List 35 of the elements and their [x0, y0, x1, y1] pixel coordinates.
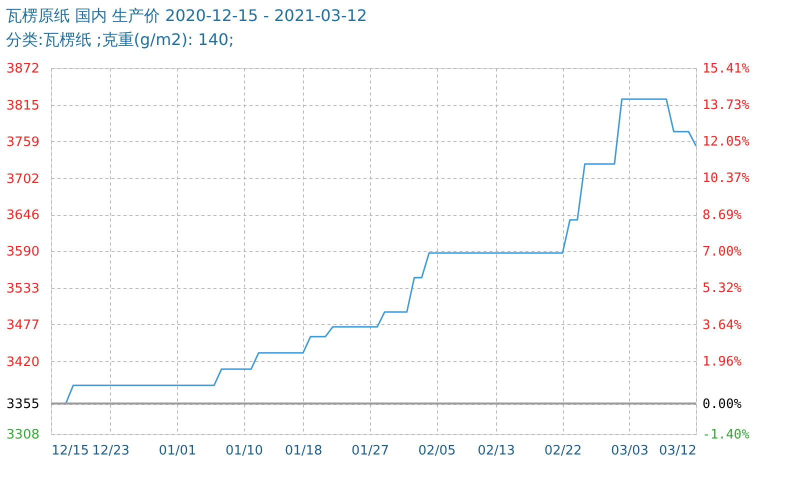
x-tick-label: 12/23 [92, 444, 130, 458]
x-tick-label: 01/27 [352, 444, 390, 458]
y-tick-label: 3872 [6, 62, 40, 76]
x-tick-label: 03/03 [611, 444, 649, 458]
y2-tick-label: 10.37% [702, 171, 750, 186]
x-tick-label: 02/22 [544, 444, 582, 458]
y-tick-label: 3702 [6, 172, 40, 187]
y2-tick-label: 5.32% [702, 281, 742, 296]
x-tick-label: 01/10 [226, 444, 263, 458]
y2-tick-label: 8.69% [702, 208, 742, 223]
chart-subtitle: 分类:瓦楞纸 ;克重(g/m2): 140; [6, 30, 234, 49]
y-tick-label: 3533 [6, 281, 40, 296]
y-tick-label: 3355 [6, 397, 40, 412]
y2-tick-label: 15.41% [702, 62, 750, 76]
y2-tick-label: 0.00% [702, 397, 742, 412]
x-tick-label: 03/12 [659, 444, 696, 458]
y-tick-label: 3308 [6, 428, 40, 442]
y2-tick-label: 13.73% [702, 98, 750, 114]
y-tick-label: 3646 [6, 208, 40, 224]
y2-tick-label: 3.64% [702, 318, 742, 333]
y2-tick-label: -1.40% [702, 428, 750, 442]
x-tick-label: 01/01 [158, 444, 196, 458]
x-tick-label: 02/05 [418, 444, 456, 458]
y-tick-label: 3590 [6, 244, 40, 260]
x-tick-label: 01/18 [284, 444, 322, 458]
x-tick-label: 12/15 [52, 444, 89, 458]
y-tick-label: 3815 [6, 98, 40, 114]
chart-title: 瓦楞原纸 国内 生产价 2020-12-15 - 2021-03-12 [6, 6, 368, 25]
y2-tick-label: 1.96% [702, 354, 742, 370]
y-tick-label: 3420 [6, 354, 40, 370]
y2-tick-label: 7.00% [702, 244, 742, 260]
y-tick-label: 3759 [6, 134, 40, 150]
y2-tick-label: 12.05% [702, 134, 750, 150]
y-tick-label: 3477 [6, 318, 40, 333]
x-tick-label: 02/13 [478, 444, 516, 458]
